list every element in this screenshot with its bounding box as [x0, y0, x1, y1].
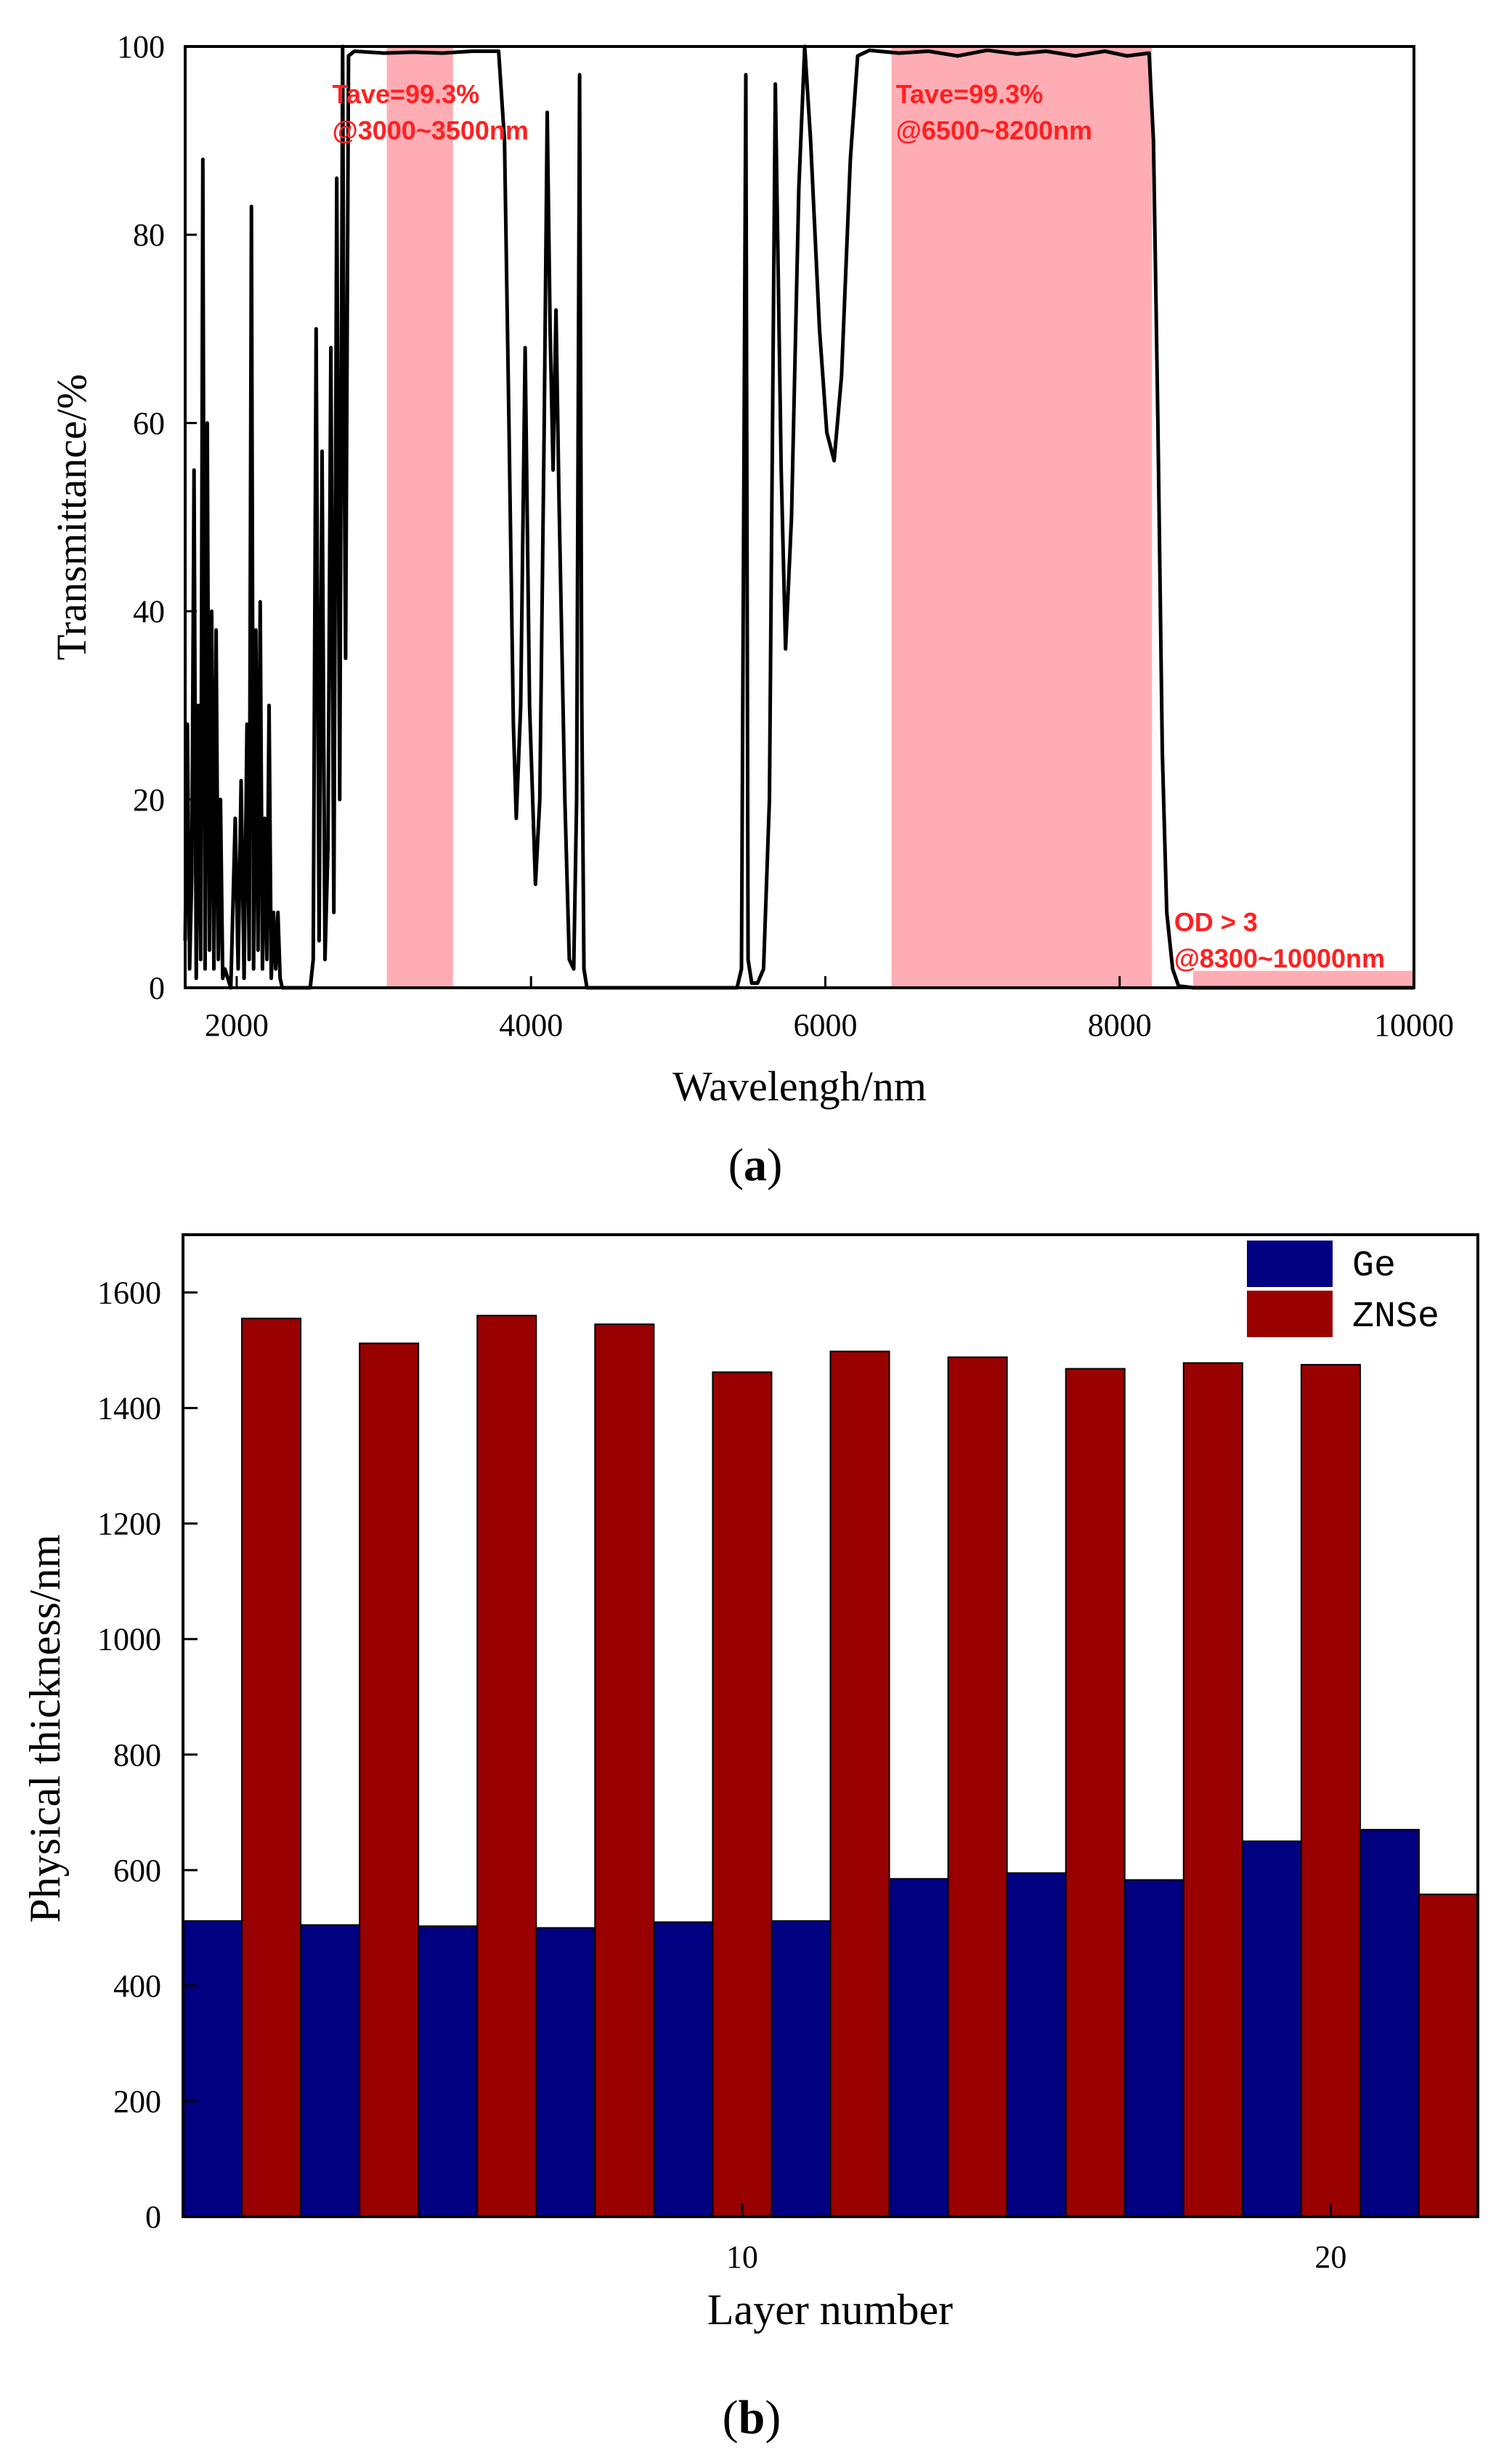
- legend-label-ge: Ge: [1352, 1246, 1396, 1287]
- panel-a-plot-frame: [184, 45, 1415, 989]
- annotation-3-line-1: OD > 3: [1174, 907, 1258, 937]
- bar-ge-layer-3: [300, 1924, 361, 2217]
- panel-a-caption: (a): [728, 1139, 783, 1190]
- legend-swatch-ge: [1247, 1241, 1333, 1287]
- panel-b-y-tick-label: 1400: [97, 1391, 161, 1426]
- bar-ge-layer-5: [418, 1925, 479, 2217]
- bar-znse-layer-18: [1182, 1362, 1243, 2217]
- panel-a-y-axis-label: Transmittance/%: [48, 374, 95, 660]
- panel-b-x-tick-label: 20: [1314, 2239, 1346, 2275]
- bar-znse-layer-22: [1418, 1893, 1479, 2217]
- panel-b-y-tick-label: 600: [113, 1853, 161, 1888]
- panel-b-y-tick-label: 1000: [97, 1622, 161, 1657]
- panel-a-x-tick-label: 2000: [205, 1007, 269, 1043]
- panel-a-x-tick-label: 8000: [1088, 1007, 1152, 1043]
- transmittance-line: [183, 44, 1414, 990]
- panel-b-x-tick-label: 10: [726, 2239, 758, 2275]
- bar-znse-layer-16: [1065, 1368, 1126, 2217]
- annotation-2-line-1: Tave=99.3%: [896, 79, 1043, 109]
- annotation-3-line-2: @8300~10000nm: [1174, 943, 1385, 973]
- bar-znse-layer-20: [1300, 1363, 1361, 2217]
- panel-b-plot-frame: [182, 1233, 1479, 2218]
- panel-a-letter: a: [744, 1139, 767, 1190]
- bar-ge-layer-13: [888, 1878, 949, 2217]
- panel-a-x-axis-label: Wavelengh/nm: [672, 1063, 927, 1110]
- bar-znse-layer-4: [359, 1342, 420, 2217]
- bar-ge-layer-9: [653, 1921, 714, 2217]
- panel-a-y-tick-label: 40: [133, 594, 165, 630]
- shaded-band-3: [1193, 970, 1414, 988]
- shaded-band-1: [386, 46, 453, 988]
- bar-znse-layer-12: [829, 1350, 890, 2217]
- panel-a-y-tick-label: 20: [133, 782, 165, 818]
- panel-b-y-tick-label: 400: [113, 1968, 161, 2004]
- panel-b: 10 20 0 200 400 600 800 1000 1200 1400 1600 Ge ZN…: [21, 1233, 1479, 2444]
- panel-b-y-axis-label: Physical thickness/nm: [21, 1535, 69, 1923]
- panel-a-y-tick-label: 60: [133, 405, 165, 441]
- shaded-band-2: [891, 46, 1153, 988]
- legend-label-znse: ZNSe: [1352, 1296, 1439, 1338]
- panel-b-caption: (b): [723, 2391, 781, 2444]
- panel-a-y-tick-label: 100: [117, 29, 165, 65]
- annotation-1-line-1: Tave=99.3%: [333, 79, 479, 109]
- panel-b-x-axis-label: Layer number: [707, 2286, 953, 2334]
- legend-swatch-znse: [1247, 1291, 1333, 1337]
- panel-a-x-tick-label: 6000: [793, 1007, 857, 1043]
- bar-znse-layer-10: [712, 1371, 773, 2217]
- bar-ge-layer-19: [1241, 1840, 1302, 2217]
- panel-b-y-tick-label: 800: [113, 1737, 161, 1773]
- panel-a-y-tick-label: 0: [149, 970, 165, 1006]
- bar-ge-layer-11: [771, 1920, 832, 2217]
- panel-b-legend: Ge ZNSe: [1247, 1241, 1439, 1338]
- bar-znse-layer-6: [476, 1315, 537, 2217]
- bar-znse-layer-2: [241, 1318, 302, 2217]
- panel-a-x-tick-label: 10000: [1374, 1007, 1454, 1043]
- bar-ge-layer-15: [1006, 1872, 1067, 2218]
- annotation-2-line-2: @6500~8200nm: [896, 115, 1092, 145]
- panel-b-y-tick-label: 200: [113, 2084, 161, 2119]
- panel-b-y-tick-label: 1200: [97, 1506, 161, 1542]
- bar-ge-layer-21: [1359, 1829, 1420, 2217]
- bar-ge-layer-7: [535, 1927, 596, 2218]
- annotation-1-line-2: @3000~3500nm: [333, 115, 529, 145]
- panel-a-y-tick-label: 80: [133, 217, 165, 253]
- panel-a: 2000 4000 6000 8000 10000 0 20 40 60 80 100 Tave=…: [48, 29, 1454, 1190]
- bar-znse-layer-8: [594, 1323, 655, 2217]
- panel-b-letter: b: [739, 2391, 765, 2444]
- bar-ge-layer-1: [182, 1920, 243, 2217]
- bar-znse-layer-14: [947, 1356, 1008, 2217]
- panel-b-y-tick-label: 1600: [97, 1275, 161, 1311]
- panel-b-y-tick-label: 0: [145, 2199, 161, 2235]
- panel-a-x-tick-label: 4000: [499, 1007, 563, 1043]
- bar-ge-layer-17: [1123, 1879, 1184, 2217]
